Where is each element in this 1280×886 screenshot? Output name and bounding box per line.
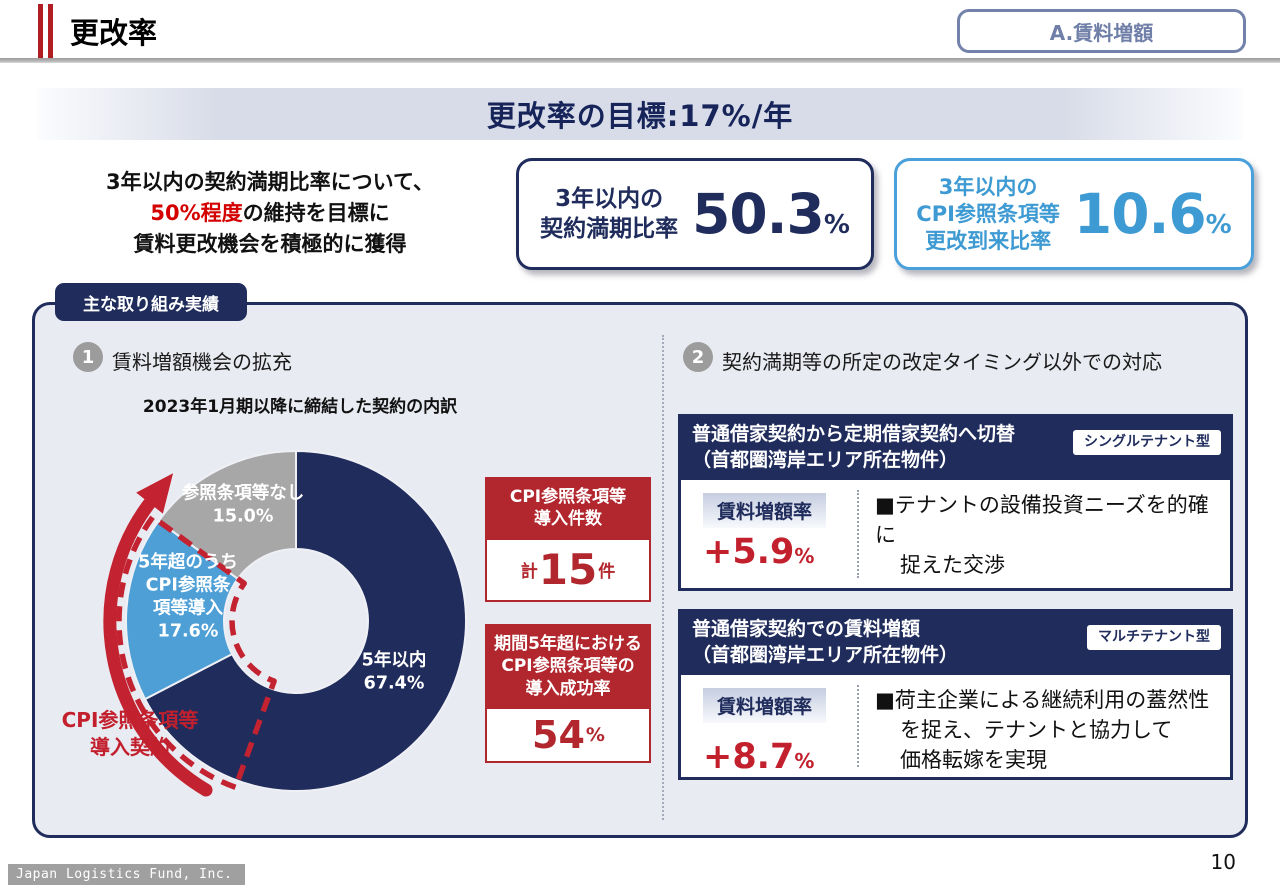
cpi-annotation-label: CPI参照条項等 導入契約 [61,708,199,759]
initiatives-panel-tab-label: 主な取り組み実績 [83,294,219,315]
case-card-0-badge: シングルテナント型 [1073,430,1221,456]
case-card-0-title: 普通借家契約から定期借家契約へ切替 （首都圏湾岸エリア所在物件） [692,423,1016,472]
stat-box-cpi-count: CPI参照条項等 導入件数 計 15 件 [485,477,651,602]
section2-number-badge: 2 [683,342,713,372]
intro-line-3: 賃料更改機会を積極的に獲得 [133,232,407,256]
case-card-1-header: 普通借家契約での賃料増額 （首都圏湾岸エリア所在物件） マルチテナント型 [678,609,1233,676]
case-card-1-metric-value: +8.7% [703,737,815,778]
stat-box-cpi-success-header: 期間5年超における CPI参照条項等の 導入成功率 [485,624,651,710]
case-card-1-badge: マルチテナント型 [1087,625,1221,651]
case-card-1-metric: 賃料増額率 +8.7% [681,675,857,777]
page-number: 10 [1210,850,1236,874]
cpi-arrow-icon [103,473,213,797]
stat-box-cpi-count-value: 計 15 件 [485,539,651,602]
case-card-1-bullet: ■荷主企業による継続利用の蓋然性 を捉え、テナントと協力して 価格転嫁を実現 [875,688,1210,773]
section1-title: 賃料増額機会の拡充 [112,350,292,374]
kpi-contract-maturity-label: 3年以内の 契約満期比率 [540,186,679,242]
kpi-cpi-renewal: 3年以内の CPI参照条項等 更改到来比率 10.6% [894,158,1254,270]
metric-text-divider [857,685,859,768]
donut-chart: 5年以内 67.4% 5年超のうち CPI参照条項等導入 17.6% 参照条項等なし 15.… [103,449,467,797]
intro-line-2-rest: の維持を目標に [242,201,390,225]
intro-text: 3年以内の契約満期比率について、 50%程度の維持を目標に 賃料更改機会を積極的… [30,167,510,260]
company-logo: Japan Logistics Fund, Inc. [8,864,245,885]
page-title: 更改率 [70,16,158,50]
donut-slice-0 [143,449,467,792]
kpi-cpi-renewal-value: 10.6% [1073,182,1232,246]
cpi-highlight-outline [116,514,277,791]
metric-text-divider [857,490,859,579]
case-card-1-metric-label: 賃料増額率 [703,688,827,724]
intro-line-2: 50%程度の維持を目標に [30,198,510,229]
case-card-0-metric: 賃料増額率 +5.9% [681,480,857,588]
case-card-single-tenant: 普通借家契約から定期借家契約へ切替 （首都圏湾岸エリア所在物件） シングルテナント… [678,414,1233,592]
case-card-0-header: 普通借家契約から定期借家契約へ切替 （首都圏湾岸エリア所在物件） シングルテナント… [678,414,1233,481]
section2-title: 契約満期等の所定の改定タイミング以外での対応 [722,350,1162,374]
case-card-0-body: 賃料増額率 +5.9% ■テナントの設備投資ニーズを的確に 捉えた交渉 [678,480,1233,592]
accent-bar-icon [48,4,53,58]
kpi-contract-maturity-value: 50.3% [692,182,850,246]
donut-slice-label-1: 5年超のうち CPI参照条項等導入 17.6% [138,552,238,642]
donut-slice-1 [125,519,240,701]
category-badge: A.賃料増額 [957,9,1246,53]
section-divider [662,335,664,820]
intro-highlight: 50%程度 [150,201,243,225]
intro-line-1: 3年以内の契約満期比率について、 [106,170,434,194]
case-card-0-metric-value: +5.9% [703,532,815,573]
stat-box-cpi-success-value: 54% [485,709,651,764]
case-card-1-title: 普通借家契約での賃料増額 （首都圏湾岸エリア所在物件） [692,618,959,667]
kpi-contract-maturity: 3年以内の 契約満期比率 50.3% [516,158,874,270]
donut-slice-2 [157,449,297,581]
donut-slice-label-2: 参照条項等なし 15.0% [182,483,305,527]
stat-box-cpi-success: 期間5年超における CPI参照条項等の 導入成功率 54% [485,624,651,764]
header-divider [0,58,1280,63]
initiatives-panel-tab: 主な取り組み実績 [55,283,247,321]
donut-slice-label-0: 5年以内 67.4% [362,650,427,694]
case-card-0-metric-label: 賃料増額率 [703,493,827,529]
case-card-1-body: 賃料増額率 +8.7% ■荷主企業による継続利用の蓋然性 を捉え、テナントと協力し… [678,675,1233,781]
stat-box-cpi-count-header: CPI参照条項等 導入件数 [485,477,651,540]
goal-banner: 更改率の目標:17%/年 [38,88,1242,140]
goal-banner-text: 更改率の目標:17%/年 [486,99,794,133]
case-card-0-bullet: ■テナントの設備投資ニーズを的確に 捉えた交渉 [875,493,1209,578]
case-card-multi-tenant: 普通借家契約での賃料増額 （首都圏湾岸エリア所在物件） マルチテナント型 賃料増額… [678,609,1233,781]
chart-title: 2023年1月期以降に締結した契約の内訳 [142,397,458,417]
section1-number-badge: 1 [73,342,103,372]
accent-bar-icon [38,4,43,58]
category-badge-label: A.賃料増額 [1049,20,1154,45]
kpi-cpi-renewal-label: 3年以内の CPI参照条項等 更改到来比率 [916,174,1060,253]
